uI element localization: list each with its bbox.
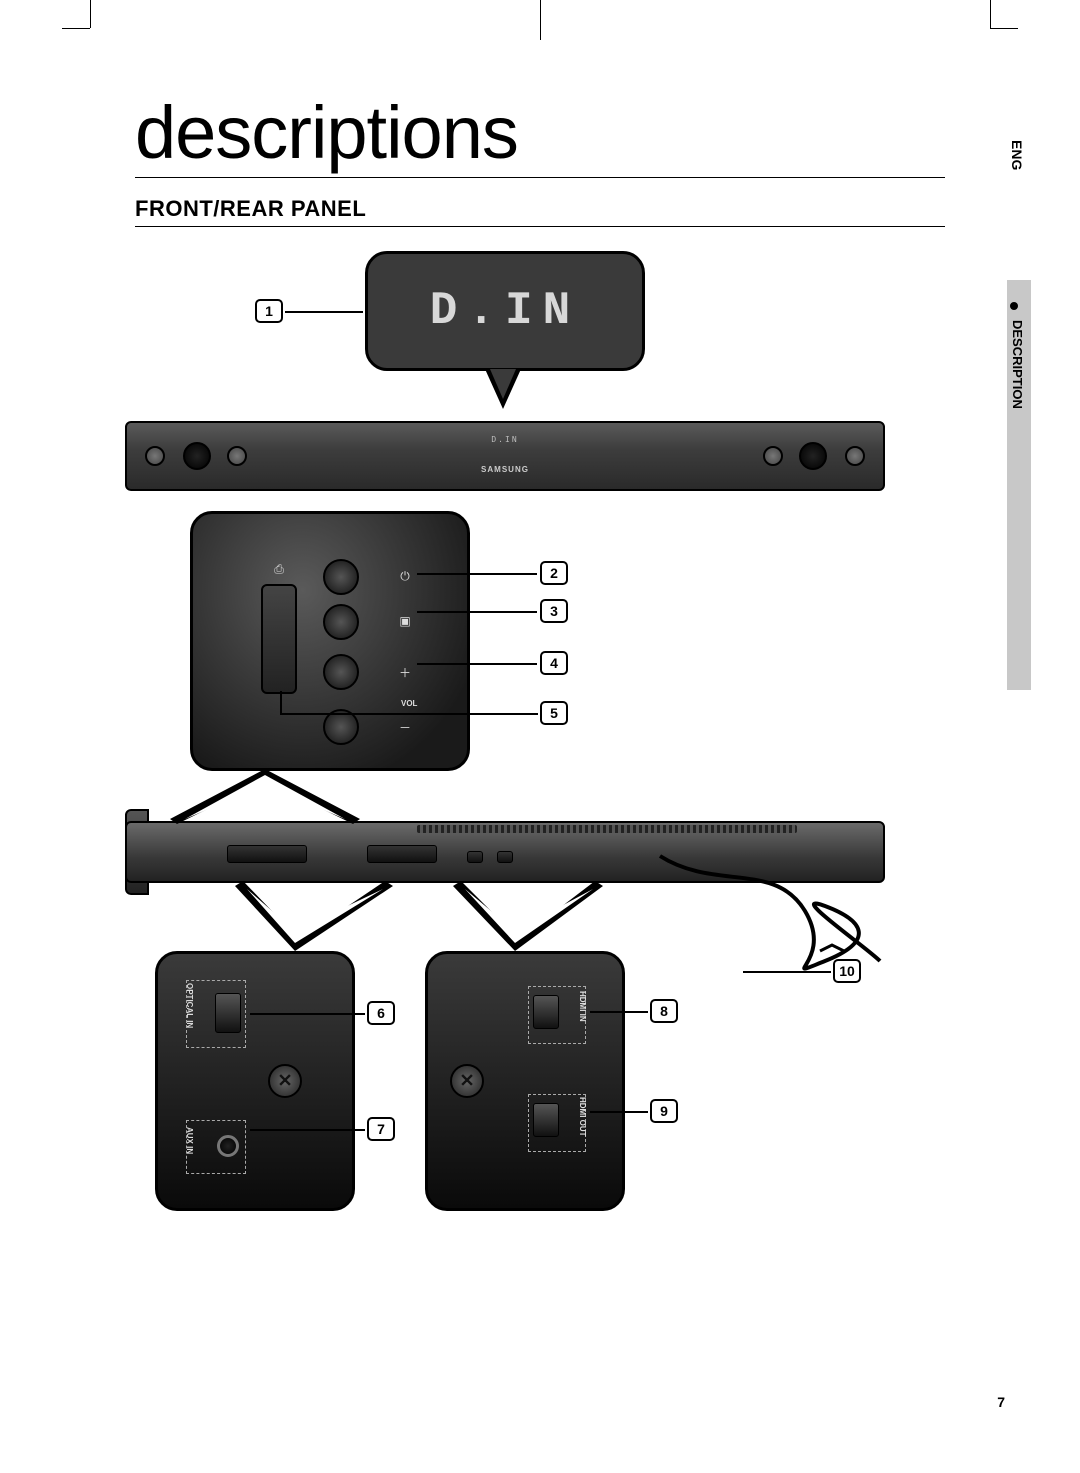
page-content: descriptions FRONT/REAR PANEL ENG DESCRI… <box>135 90 945 1380</box>
usb-icon: ⎙ <box>269 562 289 577</box>
hdmi-out-label: HDMI OUT <box>578 1097 587 1137</box>
port-detail-right: HDMI IN HDMI OUT <box>425 951 625 1211</box>
hdmi-port-icon <box>533 1103 559 1137</box>
aux-port-box: AUX IN <box>186 1120 246 1174</box>
leader-line <box>417 573 537 575</box>
port-detail-left: OPTICAL IN AUX IN <box>155 951 355 1211</box>
callout-9: 9 <box>650 1099 678 1123</box>
callout-4: 4 <box>540 651 568 675</box>
section-heading: FRONT/REAR PANEL <box>135 196 945 227</box>
section-tab: DESCRIPTION <box>1010 320 1025 409</box>
screw-icon <box>268 1064 302 1098</box>
speaker-driver-icon <box>799 442 827 470</box>
hdmi-in-box: HDMI IN <box>528 986 586 1044</box>
power-button-icon <box>323 559 359 595</box>
crop-mark <box>62 28 90 29</box>
hdmi-port-icon <box>533 995 559 1029</box>
pointer-icon <box>165 769 365 824</box>
speaker-hole-icon <box>145 446 165 466</box>
vent-icon <box>417 825 797 833</box>
language-tab: ENG <box>1009 140 1025 170</box>
power-icon: ⏻ <box>395 569 415 584</box>
callout-7: 7 <box>367 1117 395 1141</box>
usb-port-icon <box>261 584 297 694</box>
front-display-text: D.IN <box>491 435 518 444</box>
callout-5: 5 <box>540 701 568 725</box>
minus-icon: － <box>395 719 415 736</box>
crop-mark <box>90 0 91 28</box>
leader-line <box>285 311 363 313</box>
leader-line <box>590 1111 648 1113</box>
optical-port-icon <box>215 993 241 1033</box>
vol-label: VOL <box>401 699 417 708</box>
crop-mark <box>540 0 541 40</box>
optical-port-box: OPTICAL IN <box>186 980 246 1048</box>
leader-line <box>280 691 282 713</box>
callout-1: 1 <box>255 299 283 323</box>
rear-port-icon <box>497 851 513 863</box>
leader-line <box>250 1013 365 1015</box>
screw-icon <box>450 1064 484 1098</box>
speaker-hole-icon <box>763 446 783 466</box>
leader-line <box>743 971 831 973</box>
display-pointer-icon <box>485 369 521 409</box>
rear-port-group-icon <box>227 845 307 863</box>
diagram-area: 1 D.IN D.IN SAMSUNG ⎙ ⏻ ▣ ＋ <box>135 251 945 1301</box>
display-text: D.IN <box>430 285 580 337</box>
section-tab-bullet-icon <box>1010 302 1018 310</box>
hdmi-in-label: HDMI IN <box>578 991 587 1022</box>
leader-line <box>590 1011 648 1013</box>
source-icon: ▣ <box>395 614 415 628</box>
source-button-icon <box>323 604 359 640</box>
page-number: 7 <box>997 1394 1005 1410</box>
pointer-icon <box>445 881 605 953</box>
speaker-driver-icon <box>183 442 211 470</box>
control-panel-detail: ⎙ ⏻ ▣ ＋ － VOL <box>190 511 470 771</box>
rear-port-icon <box>467 851 483 863</box>
page-title: descriptions <box>135 90 945 178</box>
hdmi-out-box: HDMI OUT <box>528 1094 586 1152</box>
pointer-icon <box>235 881 395 953</box>
brand-logo: SAMSUNG <box>481 465 529 474</box>
optical-label: OPTICAL IN <box>185 983 194 1028</box>
callout-8: 8 <box>650 999 678 1023</box>
plus-icon: ＋ <box>395 664 415 681</box>
leader-line <box>417 611 537 613</box>
rear-port-group-icon <box>367 845 437 863</box>
leader-line <box>250 1129 365 1131</box>
callout-3: 3 <box>540 599 568 623</box>
crop-mark <box>990 28 1018 29</box>
display-detail: D.IN <box>365 251 645 371</box>
aux-label: AUX IN <box>185 1127 194 1154</box>
callout-2: 2 <box>540 561 568 585</box>
callout-6: 6 <box>367 1001 395 1025</box>
soundbar-front: D.IN SAMSUNG <box>125 421 885 491</box>
callout-10: 10 <box>833 959 861 983</box>
speaker-hole-icon <box>227 446 247 466</box>
vol-plus-button-icon <box>323 654 359 690</box>
crop-mark <box>990 0 991 28</box>
leader-line <box>417 663 537 665</box>
leader-line <box>280 713 538 715</box>
speaker-hole-icon <box>845 446 865 466</box>
aux-jack-icon <box>217 1135 239 1157</box>
